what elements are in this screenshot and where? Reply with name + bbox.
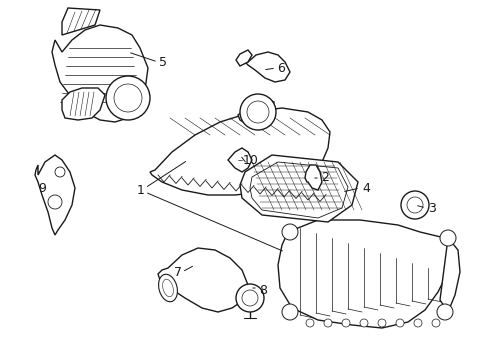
Polygon shape [62,88,105,120]
Text: 5: 5 [159,55,167,68]
Circle shape [400,191,428,219]
Text: 2: 2 [321,171,328,184]
Polygon shape [150,108,329,195]
Polygon shape [243,52,289,82]
Text: 1: 1 [137,184,144,197]
Circle shape [324,319,331,327]
Circle shape [359,319,367,327]
Polygon shape [35,155,75,235]
Polygon shape [52,25,148,122]
Circle shape [413,319,421,327]
Circle shape [431,319,439,327]
Ellipse shape [163,279,173,297]
Polygon shape [158,248,247,312]
Circle shape [439,230,455,246]
Ellipse shape [158,274,177,302]
Circle shape [395,319,403,327]
Circle shape [436,304,452,320]
Circle shape [55,167,65,177]
Text: 3: 3 [427,202,435,215]
Circle shape [406,197,422,213]
Text: 6: 6 [277,62,285,75]
Circle shape [106,76,150,120]
Circle shape [305,319,313,327]
Circle shape [246,101,268,123]
Circle shape [48,195,62,209]
Text: 4: 4 [361,181,369,194]
Text: 10: 10 [243,153,259,166]
Circle shape [282,224,297,240]
Circle shape [282,304,297,320]
Text: 8: 8 [259,284,266,297]
Polygon shape [439,238,459,312]
Text: 9: 9 [38,181,46,194]
Circle shape [114,84,142,112]
Polygon shape [278,220,449,328]
Circle shape [242,290,258,306]
Polygon shape [305,165,321,190]
Polygon shape [62,8,100,35]
Circle shape [236,284,264,312]
Polygon shape [238,98,273,125]
Polygon shape [236,50,251,66]
Circle shape [240,94,275,130]
Circle shape [377,319,385,327]
Polygon shape [240,155,357,222]
Circle shape [341,319,349,327]
Polygon shape [227,148,251,172]
Text: 7: 7 [174,266,182,279]
Polygon shape [249,162,347,218]
